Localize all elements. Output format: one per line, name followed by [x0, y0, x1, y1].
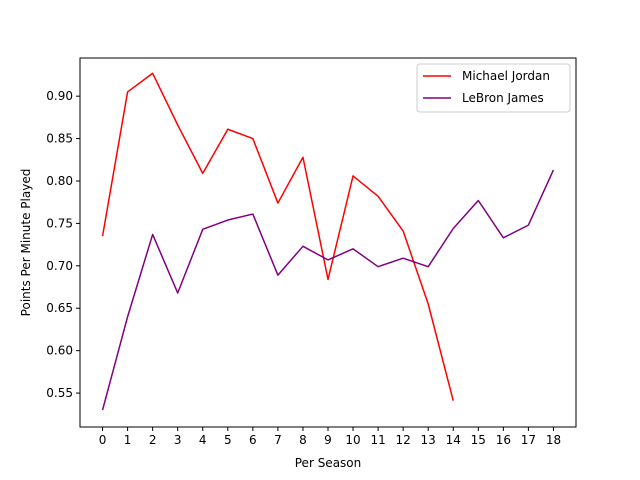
x-tick-label: 0 — [99, 433, 107, 447]
y-axis-label: Points Per Minute Played — [19, 169, 33, 317]
x-tick-label: 12 — [396, 433, 411, 447]
x-tick-label: 1 — [124, 433, 132, 447]
x-tick-label: 13 — [421, 433, 436, 447]
x-axis-label: Per Season — [295, 456, 362, 470]
x-tick-label: 9 — [324, 433, 332, 447]
y-tick-label: 0.80 — [46, 174, 73, 188]
y-tick-label: 0.55 — [46, 386, 73, 400]
x-tick-label: 17 — [521, 433, 536, 447]
y-tick-label: 0.85 — [46, 132, 73, 146]
legend-box — [416, 63, 571, 113]
x-tick-label: 2 — [149, 433, 157, 447]
series-line-michael-jordan — [101, 72, 454, 401]
legend-label: LeBron James — [462, 91, 544, 105]
y-tick-label: 0.90 — [46, 89, 73, 103]
x-tick-label: 11 — [370, 433, 385, 447]
y-tick-label: 0.75 — [46, 216, 73, 230]
x-tick-label: 18 — [546, 433, 561, 447]
y-tick-label: 0.65 — [46, 301, 73, 315]
series-line-lebron-james — [101, 169, 555, 411]
x-axis-ticks: 0 1 2 3 4 5 6 7 8 9 10 11 12 13 14 15 16 17 18 — [99, 427, 561, 447]
x-tick-label: 5 — [224, 433, 232, 447]
x-tick-label: 10 — [345, 433, 360, 447]
legend: Michael Jordan LeBron James — [416, 63, 571, 113]
x-tick-label: 15 — [471, 433, 486, 447]
y-tick-label: 0.70 — [46, 259, 73, 273]
x-tick-label: 8 — [299, 433, 307, 447]
x-tick-label: 16 — [496, 433, 511, 447]
x-tick-label: 6 — [249, 433, 257, 447]
series-layer — [101, 72, 555, 411]
x-tick-label: 14 — [446, 433, 461, 447]
x-tick-label: 7 — [274, 433, 282, 447]
x-tick-label: 4 — [199, 433, 207, 447]
y-tick-label: 0.60 — [46, 344, 73, 358]
y-axis-ticks: 0.55 0.60 0.65 0.70 0.75 0.80 0.85 0.90 — [46, 89, 80, 400]
legend-label: Michael Jordan — [462, 69, 550, 83]
x-tick-label: 3 — [174, 433, 182, 447]
